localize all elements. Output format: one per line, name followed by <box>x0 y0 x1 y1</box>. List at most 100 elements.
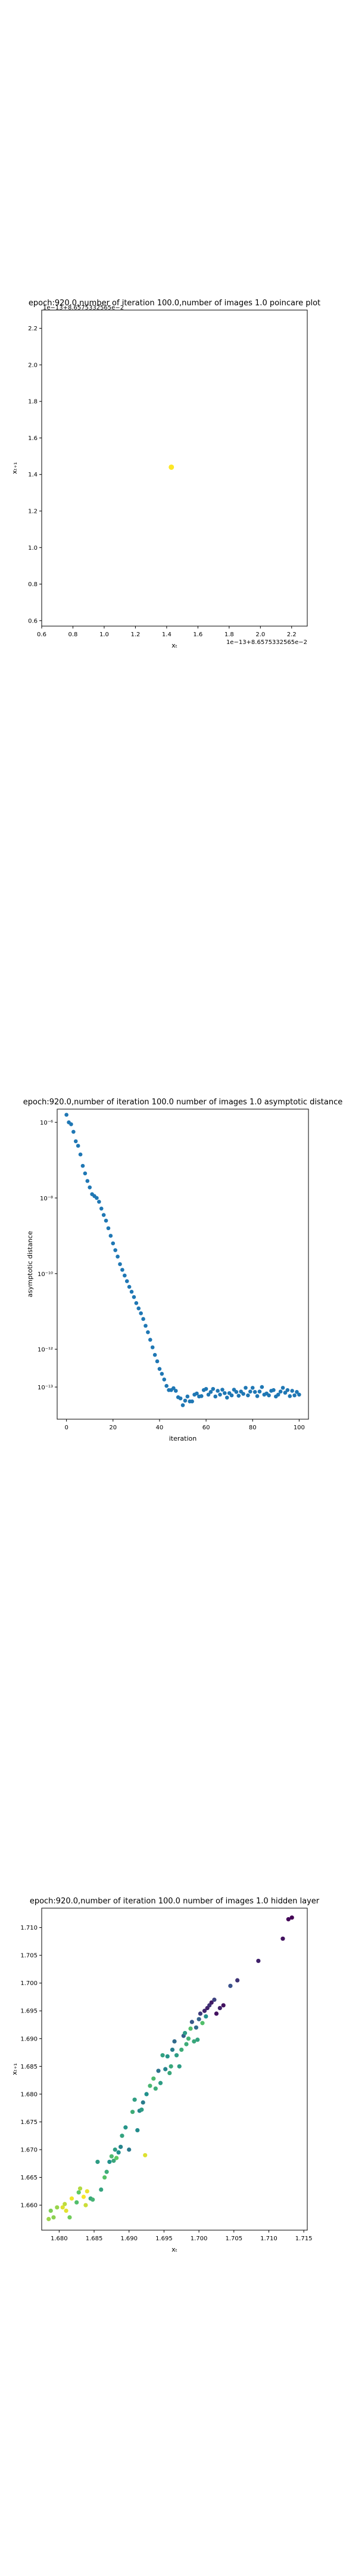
y-tick-label: 1.670 <box>20 2147 38 2154</box>
data-point <box>148 1337 152 1342</box>
data-point <box>288 1394 292 1398</box>
data-point <box>152 1352 157 1357</box>
y-tick-label: 1.6 <box>28 435 38 442</box>
hidden-layer-plot: epoch:920.0,number of iteration 100.0 nu… <box>11 1897 320 2253</box>
y-tick-label: 10⁻⁶ <box>40 1120 53 1126</box>
data-point <box>257 1389 262 1394</box>
x-tick-label: 1.8 <box>224 631 234 638</box>
data-point <box>141 1317 145 1321</box>
data-point <box>200 2021 205 2026</box>
data-point <box>71 1129 76 1134</box>
y-tick-label: 1.0 <box>28 545 38 552</box>
y-tick-label: 1.710 <box>20 1925 38 1931</box>
x-tick-label: 1.680 <box>51 2236 68 2242</box>
data-point <box>111 1241 116 1246</box>
plot-frame <box>41 1908 308 2231</box>
data-point <box>198 2011 203 2016</box>
y-tick-label: 1.705 <box>20 1953 38 1959</box>
data-point <box>101 1213 106 1217</box>
data-point <box>204 1386 208 1391</box>
data-point <box>213 1394 218 1399</box>
y-tick-label: 10⁻¹² <box>38 1347 53 1354</box>
data-point <box>174 2053 179 2058</box>
data-point <box>178 1396 183 1401</box>
data-point <box>276 1392 280 1397</box>
data-point <box>286 1917 291 1922</box>
data-point <box>46 2216 51 2221</box>
x-tick-label: 1.715 <box>295 2236 313 2242</box>
data-point <box>127 1284 132 1289</box>
y-tick-label: 1.685 <box>20 2064 38 2070</box>
data-point <box>51 2215 56 2220</box>
x-tick-label: 2.0 <box>255 631 265 638</box>
data-point <box>290 1389 294 1393</box>
data-point <box>260 1385 264 1389</box>
data-point <box>194 2025 198 2030</box>
data-point <box>169 2064 173 2069</box>
data-point <box>83 1171 88 1176</box>
data-point <box>136 1306 141 1311</box>
chart-title: epoch:920.0,number of iteration 100.0 nu… <box>23 1098 342 1107</box>
data-point <box>280 1936 285 1941</box>
data-point <box>146 1330 150 1335</box>
data-point <box>104 1218 108 1223</box>
data-point <box>78 1152 83 1157</box>
chart-title: epoch:920.0,number of iteration 100.0 nu… <box>30 1897 320 1906</box>
data-point <box>83 2203 88 2207</box>
data-point <box>204 2014 208 2019</box>
x-tick-label: 80 <box>249 1425 257 1431</box>
data-point <box>189 2020 194 2024</box>
x-tick-label: 20 <box>109 1425 117 1431</box>
data-point <box>143 2153 148 2157</box>
data-point <box>106 1226 111 1231</box>
data-point <box>250 1386 255 1390</box>
data-point <box>60 2205 65 2210</box>
hidden-layer-panel: epoch:920.0,number of iteration 100.0 nu… <box>0 1890 343 2272</box>
x-tick-label: 1.710 <box>260 2236 277 2242</box>
data-point <box>197 2017 201 2021</box>
y-tick-label: 1.700 <box>20 1980 38 1987</box>
data-point <box>169 464 174 470</box>
data-point <box>123 1273 127 1278</box>
data-point <box>246 1393 250 1398</box>
data-point <box>139 1311 143 1315</box>
data-point <box>244 1386 248 1390</box>
x-axis-label: iteration <box>169 1435 197 1442</box>
data-point <box>135 2128 140 2133</box>
data-point <box>76 1144 80 1148</box>
data-point <box>69 2196 74 2201</box>
data-point <box>134 1301 139 1305</box>
data-point <box>76 2190 81 2195</box>
data-point <box>216 1389 220 1393</box>
y-axis-label: asymptotic distance <box>26 1231 34 1297</box>
y-tick-label: 2.2 <box>28 326 38 332</box>
data-point <box>295 1390 299 1394</box>
data-point <box>107 2159 112 2165</box>
data-point <box>220 1388 224 1392</box>
data-point <box>119 2144 123 2149</box>
plot-frame <box>41 309 308 627</box>
data-point <box>209 2000 214 2005</box>
data-point <box>139 2107 144 2112</box>
y-tick-label: 2.0 <box>28 362 38 369</box>
data-point <box>127 2147 132 2152</box>
x-tick-label: 0.8 <box>68 631 78 638</box>
data-point <box>206 1392 211 1397</box>
data-point <box>64 1113 68 1117</box>
x-tick-label: 0 <box>64 1425 68 1431</box>
data-point <box>190 1399 194 1404</box>
data-point <box>129 1289 134 1294</box>
x-tick-label: 40 <box>156 1425 164 1431</box>
data-point <box>158 2080 163 2085</box>
data-point <box>118 1262 122 1267</box>
data-point <box>212 1998 217 2002</box>
x-tick-label: 1.4 <box>162 631 172 638</box>
data-point <box>179 2047 184 2052</box>
data-point <box>144 2092 149 2097</box>
y-tick-label: 1.675 <box>20 2119 38 2126</box>
data-point <box>120 2134 124 2138</box>
y-tick-label: 1.2 <box>28 508 38 515</box>
data-point <box>185 1394 190 1399</box>
data-point <box>195 2038 200 2042</box>
data-point <box>223 1391 227 1395</box>
